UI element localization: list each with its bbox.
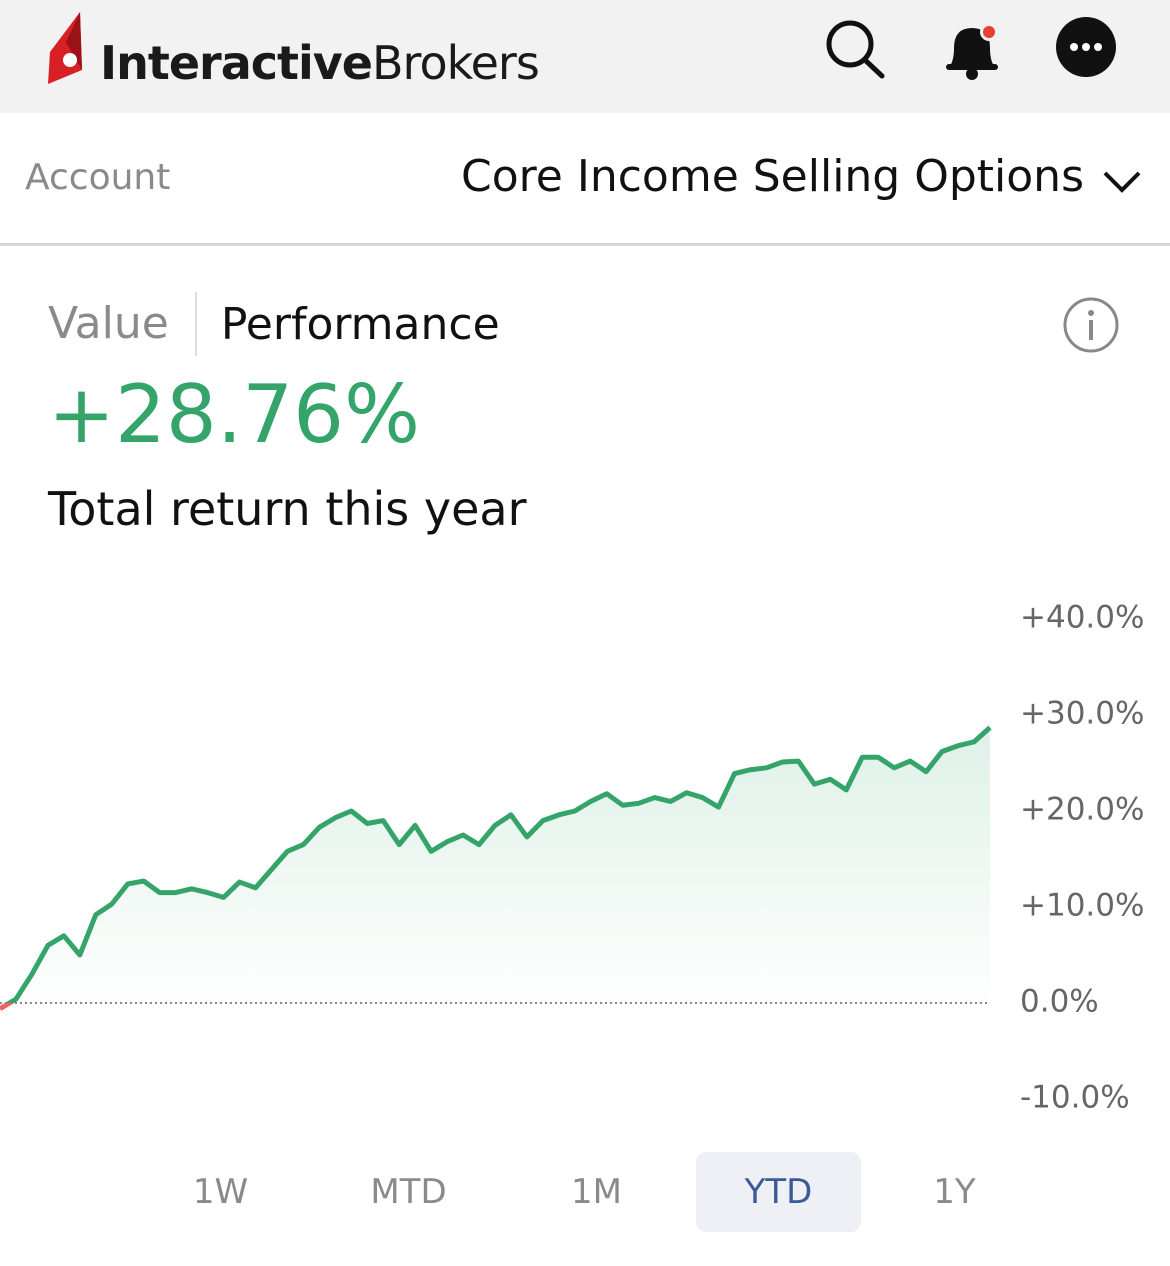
tab[interactable]: Value — [48, 292, 197, 356]
search-icon[interactable] — [822, 18, 888, 80]
range-button[interactable]: MTD — [370, 1172, 447, 1212]
brand: InteractiveBrokers — [100, 36, 540, 90]
range-button[interactable]: 1M — [571, 1172, 622, 1212]
range-button[interactable]: 1W — [192, 1172, 249, 1212]
y-tick-label: +10.0% — [1020, 888, 1144, 924]
y-tick-label: -10.0% — [1020, 1080, 1130, 1116]
range-button[interactable]: YTD — [696, 1152, 861, 1232]
y-tick-label: +20.0% — [1020, 792, 1144, 828]
y-tick-label: 0.0% — [1020, 984, 1099, 1020]
tabs: Value Performance — [48, 292, 500, 356]
account-name: Core Income Selling Options — [461, 151, 1084, 202]
tab-active[interactable]: Performance — [220, 298, 500, 350]
info-icon[interactable] — [1062, 296, 1120, 354]
area — [0, 727, 990, 1009]
line — [0, 725, 992, 1011]
more-icon[interactable] — [1055, 16, 1117, 78]
notifications-icon[interactable] — [940, 18, 1006, 80]
brand-bold: Interactive — [100, 36, 373, 90]
range-button[interactable]: 1Y — [933, 1172, 976, 1212]
logo-mark — [48, 12, 82, 84]
return-caption: Total return this year — [48, 482, 527, 536]
brand-light: Brokers — [372, 36, 540, 90]
chevron — [1103, 171, 1141, 193]
y-tick-label: +40.0% — [1020, 600, 1144, 636]
return-value: +28.76% — [48, 368, 421, 461]
account-label: Account — [25, 157, 171, 198]
top-bar: InteractiveBrokers — [0, 0, 1170, 113]
account-row[interactable]: Account Core Income Selling Options — [0, 113, 1170, 246]
y-tick-label: +30.0% — [1020, 696, 1144, 732]
chart: +40.0% +30.0% +20.0% +10.0% 0.0% -10.0% — [0, 600, 1144, 1116]
